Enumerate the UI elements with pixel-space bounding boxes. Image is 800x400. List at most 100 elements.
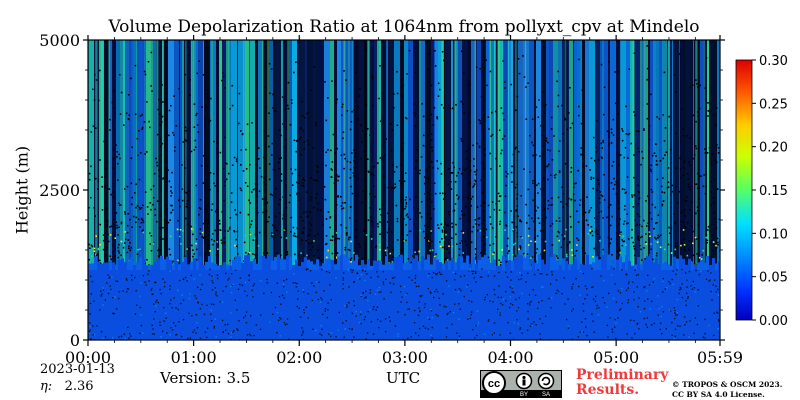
noise-speckle	[274, 110, 276, 112]
noise-speckle	[490, 168, 492, 170]
noise-speckle	[650, 188, 653, 191]
noise-speckle	[479, 122, 482, 125]
noise-speckle	[520, 195, 522, 197]
boundary-dot	[411, 279, 413, 281]
noise-speckle	[352, 252, 355, 254]
noise-speckle	[464, 256, 466, 259]
noise-speckle	[460, 50, 463, 53]
boundary-dot	[459, 275, 462, 278]
boundary-dot	[360, 274, 363, 276]
noise-speckle	[317, 249, 319, 251]
boundary-dot	[413, 321, 416, 324]
boundary-dot	[160, 336, 162, 338]
noise-speckle	[178, 87, 180, 90]
noise-speckle	[634, 219, 636, 222]
boundary-dot	[106, 282, 108, 284]
noise-speckle	[451, 222, 453, 225]
noise-speckle	[466, 150, 468, 152]
noise-speckle	[480, 95, 483, 98]
signal-stripe	[585, 40, 589, 274]
noise-speckle	[271, 194, 274, 197]
signal-filament	[564, 40, 567, 268]
boundary-edge-cell	[478, 260, 481, 270]
boundary-edge-cell	[109, 260, 112, 270]
boundary-dot	[713, 312, 715, 314]
boundary-edge-cell	[121, 258, 124, 270]
noise-speckle	[615, 232, 618, 235]
boundary-dot	[250, 334, 252, 337]
noise-speckle	[342, 131, 345, 134]
noise-speckle	[570, 171, 572, 173]
noise-speckle	[489, 244, 491, 247]
noise-speckle	[142, 231, 145, 234]
noise-speckle	[448, 242, 451, 245]
signal-filament	[502, 40, 504, 268]
noise-speckle	[474, 218, 477, 221]
boundary-dot	[118, 336, 120, 338]
boundary-dot	[476, 324, 478, 327]
noise-speckle	[240, 189, 243, 192]
noise-speckle	[661, 204, 664, 207]
noise-speckle	[210, 97, 212, 100]
noise-speckle	[474, 253, 477, 256]
noise-speckle	[97, 180, 100, 182]
noise-speckle	[534, 205, 537, 208]
noise-speckle	[649, 168, 652, 171]
x-tick-label: 04:00	[487, 348, 533, 367]
boundary-dot	[199, 337, 202, 339]
noise-speckle	[478, 145, 481, 148]
boundary-dot	[493, 288, 495, 291]
noise-speckle	[266, 252, 269, 254]
noise-speckle	[618, 164, 620, 166]
noise-speckle	[393, 187, 396, 190]
noise-speckle	[675, 167, 678, 170]
boundary-dot	[358, 321, 361, 324]
boundary-dot	[561, 292, 563, 295]
boundary-dot	[638, 297, 640, 299]
noise-speckle	[346, 110, 349, 112]
noise-speckle	[331, 161, 334, 163]
noise-speckle	[109, 129, 111, 131]
noise-speckle	[134, 192, 136, 194]
noise-speckle	[338, 175, 340, 178]
boundary-edge-cell	[100, 263, 103, 270]
noise-speckle	[436, 224, 439, 226]
boundary-dot	[531, 324, 533, 327]
noise-speckle	[656, 116, 658, 118]
boundary-dot	[693, 332, 695, 335]
boundary-dot	[206, 327, 209, 329]
boundary-dot	[475, 281, 477, 283]
noise-speckle	[130, 203, 133, 206]
noise-speckle	[609, 224, 612, 227]
signal-stripe	[222, 40, 226, 274]
noise-speckle	[621, 239, 623, 241]
signal-stripe	[120, 40, 123, 274]
boundary-dot	[499, 311, 501, 314]
noise-speckle	[442, 198, 445, 201]
noise-speckle	[320, 259, 322, 262]
noise-speckle	[325, 242, 328, 245]
noise-speckle	[527, 82, 529, 84]
boundary-dot	[172, 322, 175, 324]
boundary-dot	[169, 299, 172, 301]
noise-speckle	[335, 250, 337, 252]
noise-speckle	[627, 157, 629, 159]
noise-speckle	[99, 223, 102, 226]
noise-speckle	[306, 112, 308, 115]
noise-speckle	[526, 253, 529, 255]
boundary-dot	[342, 272, 345, 274]
noise-speckle	[350, 120, 353, 123]
noise-speckle	[619, 234, 621, 237]
noise-speckle	[227, 230, 229, 232]
noise-speckle	[188, 262, 190, 265]
noise-speckle	[462, 252, 465, 254]
boundary-dot	[215, 293, 217, 296]
noise-speckle	[330, 168, 333, 170]
noise-speckle	[468, 121, 471, 124]
boundary-dot	[470, 314, 472, 316]
boundary-dot	[356, 272, 358, 275]
noise-speckle	[444, 223, 447, 226]
signal-stripe	[536, 40, 541, 274]
boundary-dot	[614, 283, 616, 285]
noise-speckle	[224, 162, 227, 164]
